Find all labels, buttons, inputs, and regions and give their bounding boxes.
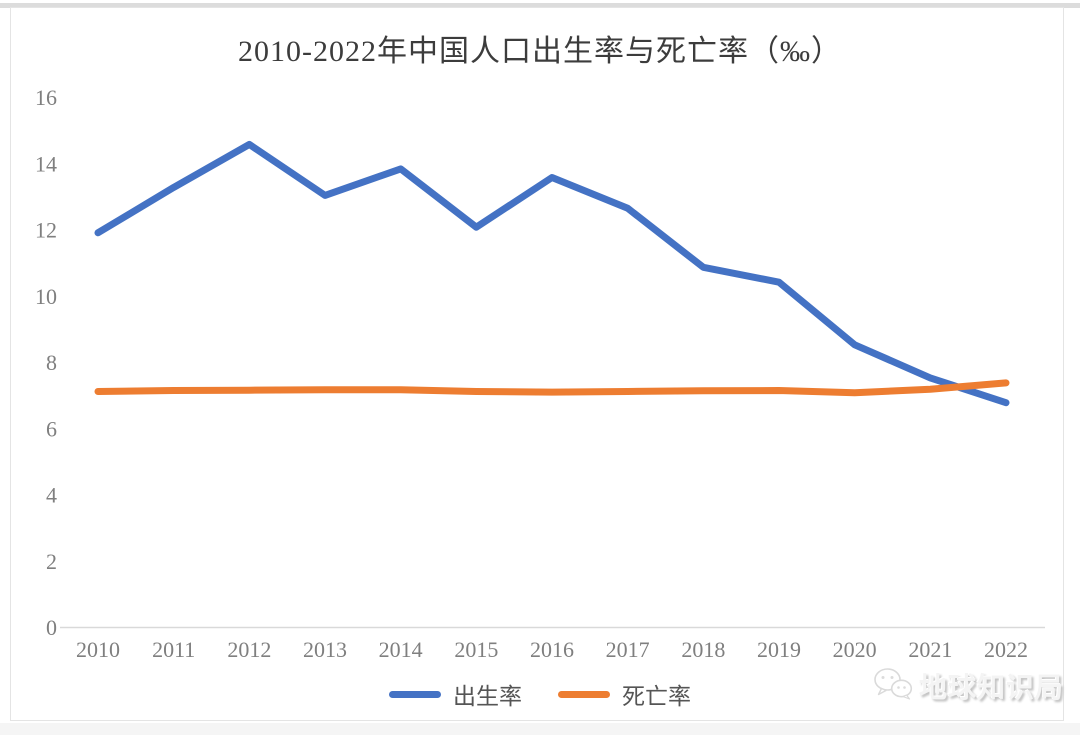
chart-frame (10, 7, 1064, 721)
watermark-text: 地球知识局 (918, 672, 1064, 703)
y-axis-tick-label: 16 (35, 85, 57, 110)
top-border-band (0, 3, 1080, 8)
legend-item-birth-rate: 出生率 (389, 677, 522, 711)
x-axis-tick-label: 2014 (379, 637, 423, 662)
birth-rate-line-swatch (389, 690, 441, 698)
bottom-border-band (0, 723, 1080, 735)
y-axis-tick-label: 10 (35, 284, 57, 309)
x-axis-tick-label: 2013 (303, 637, 347, 662)
death-rate-line-swatch (558, 690, 610, 698)
x-axis-tick-label: 2010 (76, 637, 120, 662)
y-axis-tick-label: 12 (35, 218, 57, 243)
x-axis-tick-label: 2022 (984, 637, 1028, 662)
watermark: 地球知识局 (873, 666, 1064, 706)
birth-rate-line (94, 140, 1010, 407)
x-axis-tick-label: 2016 (530, 637, 574, 662)
y-axis-tick-label: 14 (35, 151, 57, 176)
x-axis-tick-label: 2015 (454, 637, 498, 662)
x-axis-tick-label: 2020 (833, 637, 877, 662)
legend-label-birth-rate: 出生率 (453, 684, 522, 709)
x-axis-tick-label: 2017 (606, 637, 650, 662)
x-axis-tick-label: 2018 (681, 637, 725, 662)
legend-label-death-rate: 死亡率 (622, 684, 691, 709)
death-rate-line (94, 379, 1010, 397)
y-axis-tick-label: 2 (46, 549, 57, 574)
x-axis-tick-label: 2019 (757, 637, 801, 662)
chart-title: 2010-2022年中国人口出生率与死亡率（‰） (238, 35, 842, 68)
y-axis-tick-label: 6 (46, 416, 57, 441)
y-axis-tick-label: 4 (46, 483, 57, 508)
x-axis-tick-label: 2021 (908, 637, 952, 662)
y-axis-tick-label: 0 (46, 615, 57, 640)
legend: 出生率 死亡率 (0, 677, 1080, 711)
wechat-icon (873, 667, 913, 706)
x-axis-tick-label: 2012 (227, 637, 271, 662)
x-axis-tick-label: 2011 (152, 637, 195, 662)
legend-item-death-rate: 死亡率 (558, 677, 691, 711)
y-axis-tick-label: 8 (46, 350, 57, 375)
